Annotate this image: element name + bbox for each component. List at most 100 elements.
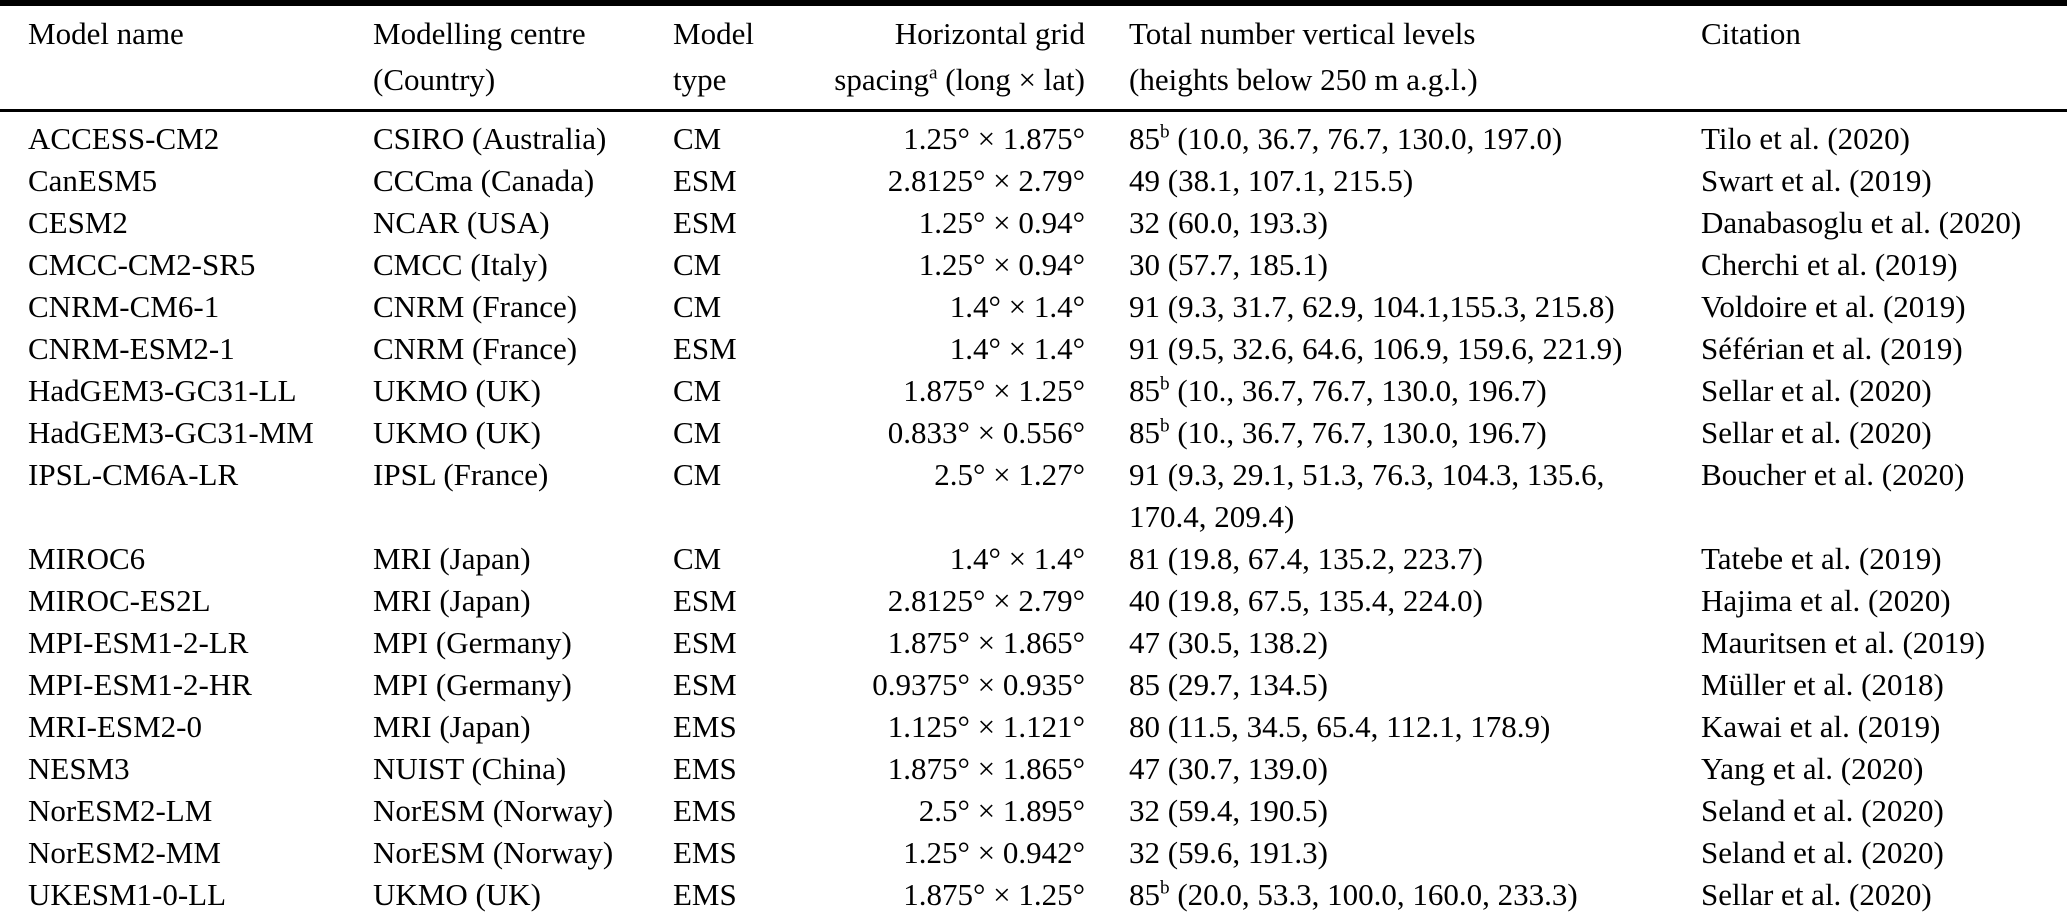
table-row: MIROC-ES2L MRI (Japan) ESM 2.8125° × 2.79° 4… [0,580,2067,622]
vertical-levels-cell: 85 (29.7, 134.5) [1085,664,1657,706]
vertical-levels-cell: 85b (10., 36.7, 76.7, 130.0, 196.7) [1085,412,1657,454]
model-name-cell: CanESM5 [28,163,158,198]
levels-count: 85 [1129,121,1160,156]
modelling-centre-cell: CSIRO (Australia) [373,121,607,156]
grid-spacing-cell: 1.25° × 1.875° [903,121,1085,156]
table-row: NESM3 NUIST (China) EMS 1.875° × 1.865° 47 (… [0,748,2067,790]
footnote-marker-b: b [1160,877,1170,899]
grid-spacing-cell: 1.4° × 1.4° [949,331,1085,366]
model-name-cell: NorESM2-LM [28,793,213,828]
model-type-cell: CM [673,457,722,492]
modelling-centre-cell: MRI (Japan) [373,583,531,618]
citation-cell: Seland et al. (2020) [1701,793,1944,828]
citation-cell: Cherchi et al. (2019) [1701,247,1958,282]
modelling-centre-cell: CNRM (France) [373,331,578,366]
header-grid-line2: spacinga (long × lat) [813,57,1085,103]
grid-spacing-cell: 1.25° × 0.94° [918,247,1085,282]
modelling-centre-cell: MPI (Germany) [373,667,572,702]
citation-cell: Seland et al. (2020) [1701,835,1944,870]
model-type-cell: CM [673,373,722,408]
table-row: MIROC6 MRI (Japan) CM 1.4° × 1.4° 81 (19.8, … [0,538,2067,580]
levels-count: 32 [1129,793,1160,828]
model-type-cell: CM [673,247,722,282]
citation-cell: Boucher et al. (2020) [1701,457,1965,492]
grid-spacing-cell: 0.833° × 0.556° [887,415,1085,450]
table-row: NorESM2-LM NorESM (Norway) EMS 2.5° × 1.895… [0,790,2067,832]
model-name-cell: NorESM2-MM [28,835,221,870]
levels-heights: (60.0, 193.3) [1167,205,1328,240]
levels-count: 85 [1129,373,1160,408]
citation-cell: Tilo et al. (2020) [1701,121,1910,156]
header-model-name-label: Model name [28,16,184,51]
levels-count: 91 [1129,457,1160,492]
modelling-centre-cell: MRI (Japan) [373,709,531,744]
table-header: Model name Modelling centre (Country) Mo… [0,3,2067,112]
levels-count: 81 [1129,541,1160,576]
levels-heights: (38.1, 107.1, 215.5) [1167,163,1414,198]
header-vertical-levels: Total number vertical levels (heights be… [1085,3,1657,112]
vertical-levels-cell: 47 (30.5, 138.2) [1085,622,1657,664]
vertical-levels-cell: 32 (59.4, 190.5) [1085,790,1657,832]
modelling-centre-cell: CCCma (Canada) [373,163,595,198]
model-name-cell: CNRM-ESM2-1 [28,331,235,366]
vertical-levels-cell: 91 (9.5, 32.6, 64.6, 106.9, 159.6, 221.9… [1085,328,1657,370]
citation-cell: Sellar et al. (2020) [1701,373,1932,408]
model-name-cell: UKESM1-0-LL [28,877,227,912]
header-model-name: Model name [0,3,373,112]
vertical-levels-cell: 32 (60.0, 193.3) [1085,202,1657,244]
header-citation-label: Citation [1701,16,1801,51]
model-type-cell: ESM [673,625,737,660]
model-type-cell: EMS [673,793,737,828]
model-name-cell: CNRM-CM6-1 [28,289,220,324]
citation-cell: Voldoire et al. (2019) [1701,289,1966,324]
model-type-cell: EMS [673,709,737,744]
vertical-levels-cell: 47 (30.7, 139.0) [1085,748,1657,790]
citation-cell: Mauritsen et al. (2019) [1701,625,1986,660]
table-row: CNRM-ESM2-1 CNRM (France) ESM 1.4° × 1.4° 91… [0,328,2067,370]
table-row: CanESM5 CCCma (Canada) ESM 2.8125° × 2.79° 4… [0,160,2067,202]
table-body: ACCESS-CM2 CSIRO (Australia) CM 1.25° × 1.8… [0,111,2067,913]
levels-heights: (30.5, 138.2) [1167,625,1328,660]
header-grid-spacing-word: spacing [834,62,929,97]
levels-heights: (19.8, 67.5, 135.4, 224.0) [1167,583,1483,618]
modelling-centre-cell: MRI (Japan) [373,541,531,576]
citation-cell: Tatebe et al. (2019) [1701,541,1942,576]
model-type-cell: CM [673,415,722,450]
table-row: CNRM-CM6-1 CNRM (France) CM 1.4° × 1.4° 91 (… [0,286,2067,328]
table-row: NorESM2-MM NorESM (Norway) EMS 1.25° × 0.94… [0,832,2067,874]
citation-cell: Swart et al. (2019) [1701,163,1932,198]
vertical-levels-cell: 30 (57.7, 185.1) [1085,244,1657,286]
grid-spacing-cell: 2.5° × 1.27° [934,457,1085,492]
levels-count: 85 [1129,667,1160,702]
model-type-cell: ESM [673,205,737,240]
citation-cell: Danabasoglu et al. (2020) [1701,205,2022,240]
model-name-cell: ACCESS-CM2 [28,121,220,156]
grid-spacing-cell: 2.8125° × 2.79° [887,163,1085,198]
table-row: MRI-ESM2-0 MRI (Japan) EMS 1.125° × 1.121° 8… [0,706,2067,748]
header-centre-line1: Modelling centre [373,16,586,51]
citation-cell: Sellar et al. (2020) [1701,877,1932,912]
footnote-marker-b: b [1160,415,1170,437]
levels-count: 47 [1129,751,1160,786]
header-citation: Citation [1657,3,2067,112]
model-name-cell: CESM2 [28,205,128,240]
grid-spacing-cell: 0.9375° × 0.935° [872,667,1085,702]
header-type-line1: Model [673,16,754,51]
citation-cell: Yang et al. (2020) [1701,751,1924,786]
header-grid-line1: Horizontal grid [894,16,1085,51]
model-name-cell: MRI-ESM2-0 [28,709,202,744]
model-type-cell: ESM [673,163,737,198]
vertical-levels-cell: 80 (11.5, 34.5, 65.4, 112.1, 178.9) [1085,706,1657,748]
footnote-marker-b: b [1160,121,1170,143]
grid-spacing-cell: 1.875° × 1.25° [903,373,1085,408]
vertical-levels-cell: 85b (20.0, 53.3, 100.0, 160.0, 233.3) [1085,874,1657,913]
modelling-centre-cell: UKMO (UK) [373,373,541,408]
model-type-cell: CM [673,289,722,324]
table-row: ACCESS-CM2 CSIRO (Australia) CM 1.25° × 1.8… [0,111,2067,161]
grid-spacing-cell: 1.875° × 1.865° [887,751,1085,786]
levels-heights: (10., 36.7, 76.7, 130.0, 196.7) [1177,373,1547,408]
levels-count: 30 [1129,247,1160,282]
header-levels-line1: Total number vertical levels [1129,16,1476,51]
model-name-cell: MPI-ESM1-2-LR [28,625,249,660]
